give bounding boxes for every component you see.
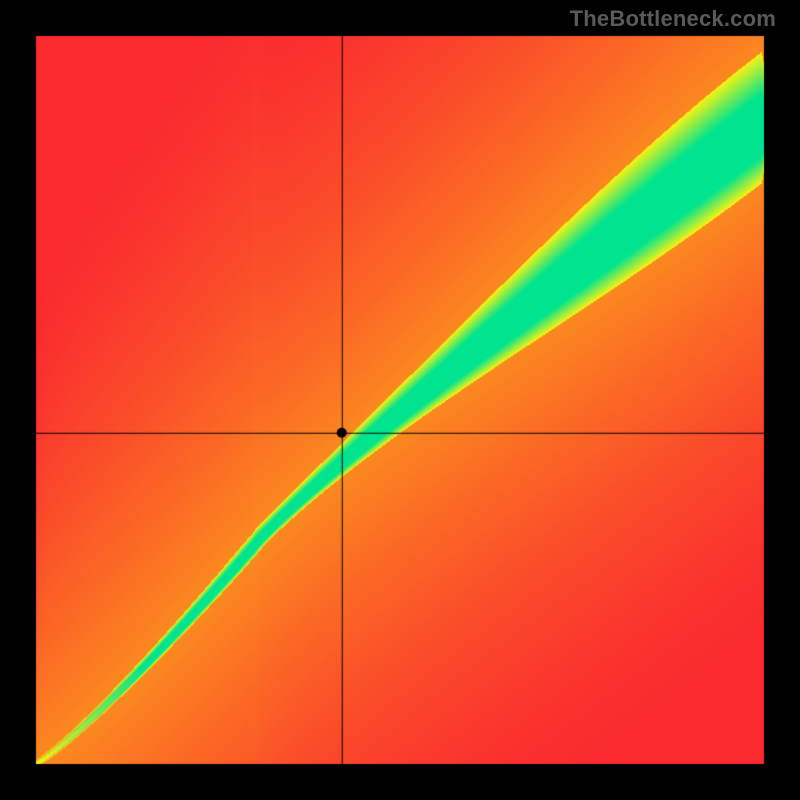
- bottleneck-heatmap: [0, 0, 800, 800]
- watermark-text: TheBottleneck.com: [570, 6, 776, 32]
- chart-container: TheBottleneck.com: [0, 0, 800, 800]
